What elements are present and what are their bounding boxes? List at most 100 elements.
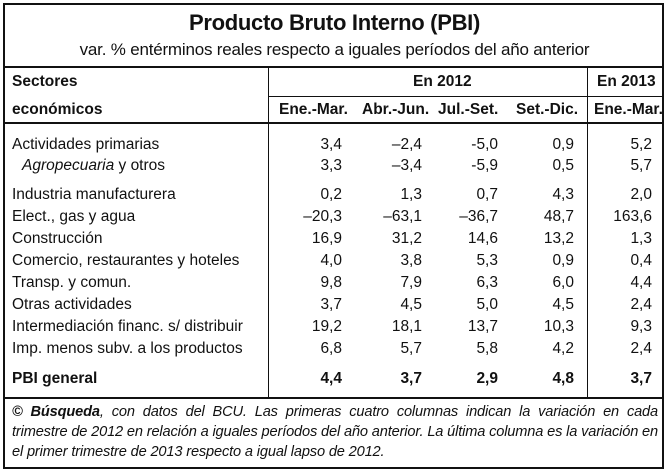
cell-value: 3,7 xyxy=(400,370,422,387)
cell-value: 5,7 xyxy=(400,340,422,357)
table-row: Imp. menos subv. a los productos 6,8 5,7… xyxy=(12,340,664,361)
cell-value: 13,7 xyxy=(467,318,498,335)
table-row: Agropecuaria y otros 3,3 –3,4 -5,9 0,5 5… xyxy=(12,157,664,178)
row-label: Comercio, restaurantes y hoteles xyxy=(12,252,240,269)
cell-value: 31,2 xyxy=(391,230,422,247)
cell-value: 0,4 xyxy=(630,252,652,269)
cell-value: 0,2 xyxy=(320,186,342,203)
divider-2013 xyxy=(587,67,588,398)
table-row: Elect., gas y agua –20,3 –63,1 –36,7 48,… xyxy=(12,208,664,229)
table-row-total: PBI general 4,4 3,7 2,9 4,8 3,7 xyxy=(12,370,664,391)
cell-value: 0,9 xyxy=(552,136,574,153)
table-row: Comercio, restaurantes y hoteles 4,0 3,8… xyxy=(12,252,664,273)
row-label: Otras actividades xyxy=(12,296,132,313)
cell-value: 9,3 xyxy=(630,318,652,335)
cell-value: –3,4 xyxy=(391,157,422,174)
cell-value: 3,8 xyxy=(400,252,422,269)
cell-value: 13,2 xyxy=(543,230,574,247)
cell-value: 4,2 xyxy=(552,340,574,357)
cell-value: 4,4 xyxy=(320,370,342,387)
cell-value: 5,2 xyxy=(630,136,652,153)
cell-value: 0,7 xyxy=(476,186,498,203)
cell-value: 3,7 xyxy=(630,370,652,387)
rule-under-group-2013 xyxy=(588,96,664,97)
header-col-4: Set.-Dic. xyxy=(516,101,579,118)
table-row: Otras actividades 3,7 4,5 5,0 4,5 2,4 xyxy=(12,296,664,317)
cell-value: 5,3 xyxy=(476,252,498,269)
header-group-2013: En 2013 xyxy=(597,73,656,90)
cell-value: 6,0 xyxy=(552,274,574,291)
row-label-italic: Agropecuaria xyxy=(22,157,115,174)
cell-value: 3,7 xyxy=(320,296,342,313)
cell-value: 1,3 xyxy=(400,186,422,203)
cell-value: 3,3 xyxy=(320,157,342,174)
rule-under-group-2012 xyxy=(269,96,587,97)
cell-value: 14,6 xyxy=(467,230,498,247)
row-label: PBI general xyxy=(12,370,98,387)
table-frame xyxy=(3,3,664,469)
cell-value: 2,9 xyxy=(476,370,498,387)
row-label: Intermediación financ. s/ distribuir xyxy=(12,318,243,335)
note-text: , con datos del BCU. Las primeras cuatro… xyxy=(12,404,658,460)
cell-value: 4,5 xyxy=(400,296,422,313)
table-row: Intermediación financ. s/ distribuir 19,… xyxy=(12,318,664,339)
cell-value: 0,9 xyxy=(552,252,574,269)
source-note: © Búsqueda, con datos del BCU. Las prime… xyxy=(12,402,658,462)
cell-value: 3,4 xyxy=(320,136,342,153)
cell-value: 5,0 xyxy=(476,296,498,313)
row-label: Elect., gas y agua xyxy=(12,208,136,225)
row-label: Imp. menos subv. a los productos xyxy=(12,340,243,357)
cell-value: 19,2 xyxy=(311,318,342,335)
cell-value: –63,1 xyxy=(383,208,422,225)
cell-value: 4,4 xyxy=(630,274,652,291)
cell-value: 4,5 xyxy=(552,296,574,313)
table-row: Actividades primarias 3,4 –2,4 -5,0 0,9 … xyxy=(12,136,664,157)
cell-value: 2,0 xyxy=(630,186,652,203)
cell-value: 0,5 xyxy=(552,157,574,174)
cell-value: 10,3 xyxy=(543,318,574,335)
table-row: Industria manufacturera 0,2 1,3 0,7 4,3 … xyxy=(12,186,664,207)
cell-value: 16,9 xyxy=(311,230,342,247)
header-col-3: Jul.-Set. xyxy=(438,101,499,118)
cell-value: –20,3 xyxy=(303,208,342,225)
cell-value: 4,3 xyxy=(552,186,574,203)
cell-value: 4,8 xyxy=(552,370,574,387)
row-label: Transp. y comun. xyxy=(12,274,132,291)
header-col-5: Ene.-Mar. xyxy=(594,101,663,118)
table-title: Producto Bruto Interno (PBI) xyxy=(188,10,481,35)
table-row: Construcción 16,9 31,2 14,6 13,2 1,3 xyxy=(12,230,664,251)
table-row: Transp. y comun. 9,8 7,9 6,3 6,0 4,4 xyxy=(12,274,664,295)
rule-below-subtitle xyxy=(5,66,664,68)
cell-value: –2,4 xyxy=(391,136,422,153)
cell-value: 7,9 xyxy=(400,274,422,291)
row-label: Industria manufacturera xyxy=(12,186,176,203)
cell-value: 5,7 xyxy=(630,157,652,174)
cell-value: -5,0 xyxy=(471,136,498,153)
cell-value: -5,9 xyxy=(471,157,498,174)
cell-value: 18,1 xyxy=(391,318,422,335)
cell-value: 5,8 xyxy=(476,340,498,357)
cell-value: 2,4 xyxy=(630,340,652,357)
row-label-rest: y otros xyxy=(114,157,166,174)
header-sectores: Sectores xyxy=(12,73,78,90)
cell-value: 6,3 xyxy=(476,274,498,291)
row-label: Actividades primarias xyxy=(12,136,160,153)
header-group-2012: En 2012 xyxy=(413,73,472,90)
cell-value: 48,7 xyxy=(543,208,574,225)
note-source: Búsqueda xyxy=(30,404,101,420)
cell-value: 163,6 xyxy=(613,208,652,225)
cell-value: 6,8 xyxy=(320,340,342,357)
header-col-1: Ene.-Mar. xyxy=(279,101,348,118)
divider-sectors xyxy=(268,67,269,398)
cell-value: –36,7 xyxy=(459,208,498,225)
note-prefix: © xyxy=(12,404,31,420)
rule-above-notes xyxy=(5,397,664,399)
cell-value: 9,8 xyxy=(320,274,342,291)
table-subtitle: var. % entérminos reales respecto a igua… xyxy=(79,40,590,59)
cell-value: 2,4 xyxy=(630,296,652,313)
header-economicos: económicos xyxy=(12,101,103,118)
rule-below-header xyxy=(5,122,664,124)
header-col-2: Abr.-Jun. xyxy=(362,101,430,118)
row-label: Agropecuaria y otros xyxy=(22,157,165,175)
cell-value: 4,0 xyxy=(320,252,342,269)
